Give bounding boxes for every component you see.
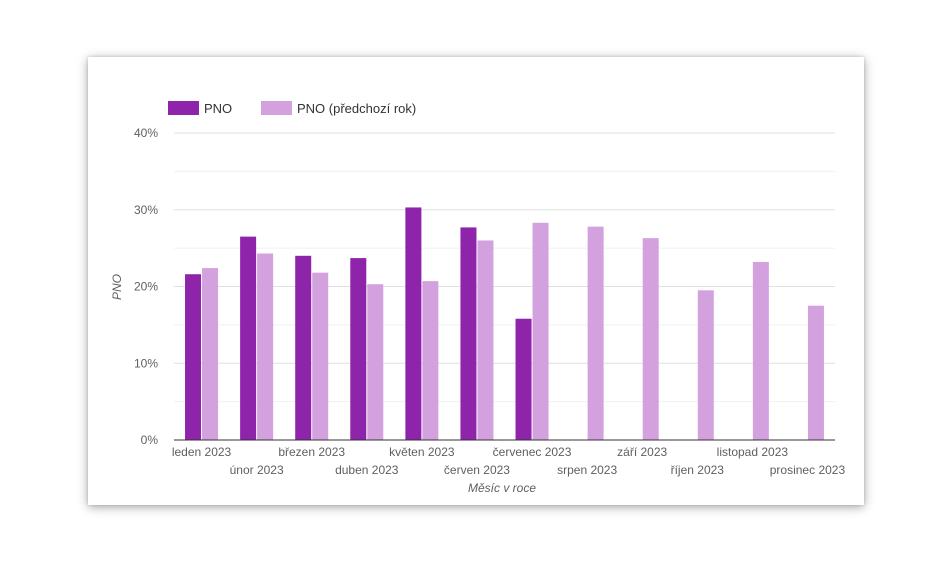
legend-label: PNO (předchozí rok): [297, 101, 416, 116]
bar-pno[interactable]: [240, 236, 257, 440]
x-tick-label: červenec 2023: [493, 445, 572, 459]
y-tick-label: 30%: [134, 203, 158, 217]
x-tick-label: prosinec 2023: [770, 463, 846, 477]
x-tick-label: listopad 2023: [717, 445, 789, 459]
x-tick-label: říjen 2023: [671, 463, 725, 477]
y-axis-title: PNO: [110, 274, 124, 300]
y-axis-ticks: 0% 10% 20% 30% 40%: [134, 126, 158, 447]
bar-pno[interactable]: [515, 318, 532, 440]
x-tick-label: březen 2023: [278, 445, 345, 459]
x-tick-label: duben 2023: [335, 463, 399, 477]
bar-pno-previous-year[interactable]: [477, 240, 494, 440]
bars: [174, 207, 835, 441]
legend-label: PNO: [204, 101, 232, 116]
x-axis-title: Měsíc v roce: [468, 481, 536, 495]
y-tick-label: 10%: [134, 356, 158, 370]
bar-pno-previous-year[interactable]: [422, 281, 439, 440]
x-tick-label: květen 2023: [389, 445, 455, 459]
bar-pno-previous-year[interactable]: [697, 290, 714, 440]
x-tick-label: srpen 2023: [557, 463, 617, 477]
bar-pno[interactable]: [185, 274, 202, 440]
bar-pno-previous-year[interactable]: [642, 238, 659, 440]
bar-pno-previous-year[interactable]: [532, 222, 549, 440]
bar-pno-previous-year[interactable]: [807, 305, 824, 440]
x-axis-ticks: leden 2023 únor 2023 březen 2023 duben 2023…: [172, 445, 846, 477]
bar-pno-previous-year[interactable]: [257, 253, 274, 440]
y-tick-label: 40%: [134, 126, 158, 140]
gridlines: [174, 132, 835, 441]
bar-pno-previous-year[interactable]: [752, 261, 769, 440]
legend-swatch: [261, 101, 292, 115]
x-tick-label: červen 2023: [444, 463, 510, 477]
x-tick-label: leden 2023: [172, 445, 232, 459]
bar-pno[interactable]: [460, 227, 477, 440]
bar-pno-previous-year[interactable]: [587, 226, 604, 440]
bar-pno-previous-year[interactable]: [367, 284, 384, 440]
x-tick-label: září 2023: [617, 445, 667, 459]
bar-pno[interactable]: [405, 207, 422, 440]
bar-pno-previous-year[interactable]: [202, 268, 219, 440]
bar-pno-previous-year[interactable]: [312, 272, 329, 440]
bar-pno[interactable]: [295, 255, 312, 440]
legend: PNO PNO (předchozí rok): [168, 101, 416, 116]
legend-swatch: [168, 101, 199, 115]
y-tick-label: 0%: [141, 433, 159, 447]
bar-pno[interactable]: [350, 258, 367, 440]
x-tick-label: únor 2023: [230, 463, 284, 477]
y-tick-label: 20%: [134, 280, 158, 294]
